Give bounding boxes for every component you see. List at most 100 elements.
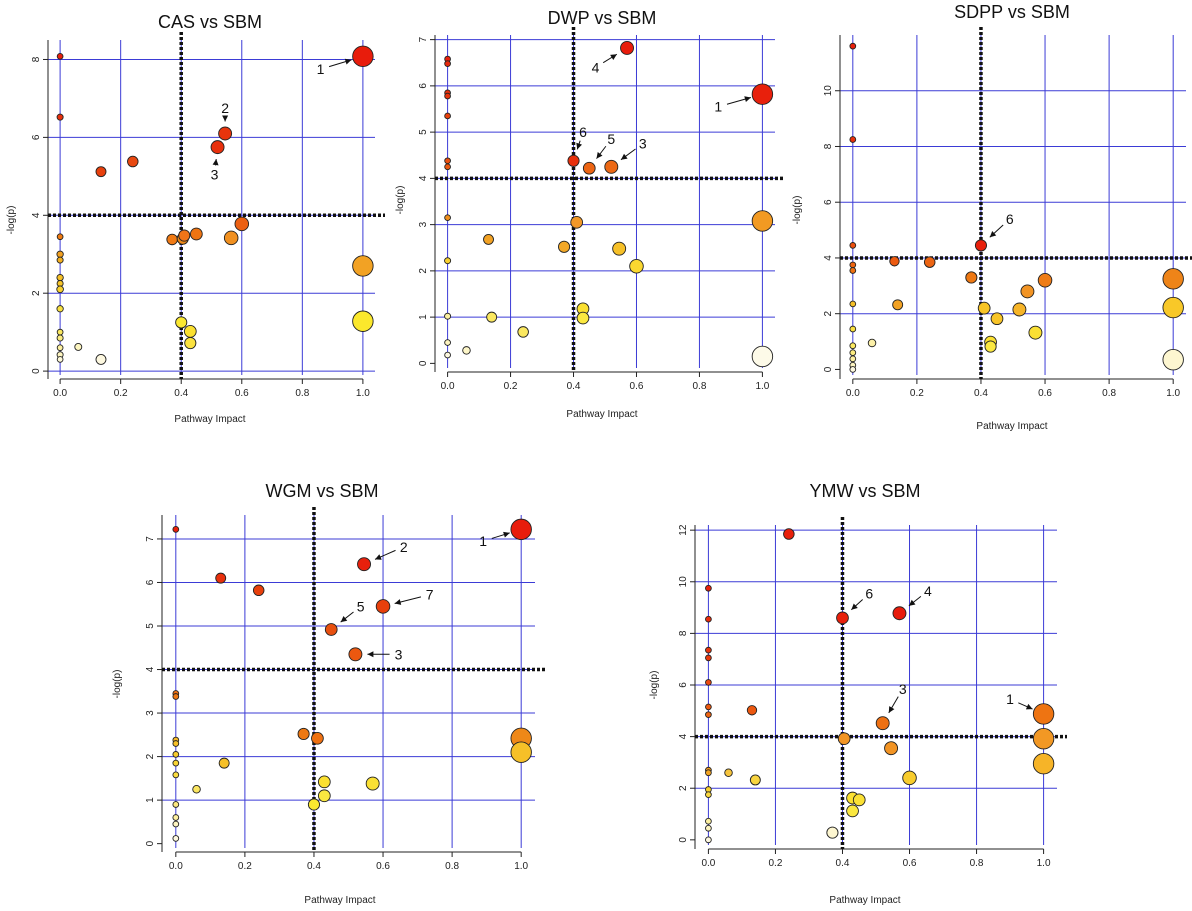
- chart-title: CAS vs SBM: [158, 12, 262, 32]
- annotation-label: 4: [592, 59, 600, 75]
- annotation-arrow-head: [596, 152, 603, 159]
- data-point: [1162, 296, 1184, 319]
- x-axis-label: Pathway Impact: [174, 414, 245, 425]
- data-point: [705, 646, 712, 654]
- data-point: [184, 337, 197, 350]
- x-tick-label: 0.6: [630, 381, 644, 392]
- x-tick-label: 0.4: [974, 388, 988, 399]
- data-point: [297, 727, 310, 741]
- panel-ymw: 0.0 0.2 0.4 0.6 0.8 1.0 0 2 4 6 8 10 12 1 3 4 6 YMW vs SB…: [649, 481, 1067, 906]
- data-point: [849, 342, 857, 350]
- x-tick-label: 0.0: [169, 861, 183, 872]
- data-point: [127, 155, 139, 168]
- x-tick-label: 0.8: [295, 388, 309, 399]
- data-point: [849, 136, 857, 143]
- panel-sdpp: 0.0 0.2 0.4 0.6 0.8 1.0 0 2 4 6 8 10 6 SDPP vs SBM Pat…: [792, 2, 1192, 432]
- annotation-arrow-head: [212, 159, 219, 166]
- data-point: [510, 518, 532, 541]
- data-point: [56, 273, 64, 282]
- data-point: [56, 328, 64, 336]
- data-point: [1012, 302, 1027, 317]
- y-tick-label: 0: [678, 837, 689, 843]
- data-point: [444, 339, 451, 346]
- data-point: [444, 60, 451, 68]
- annotation-label: 3: [639, 136, 647, 152]
- data-point: [1032, 703, 1055, 725]
- data-point: [352, 310, 374, 332]
- y-tick-label: 4: [418, 175, 429, 181]
- data-point: [751, 345, 774, 368]
- annotation-label: 4: [924, 583, 932, 599]
- chart-title: DWP vs SBM: [548, 8, 657, 28]
- annotation-arrow-head: [908, 599, 916, 606]
- y-tick-label: 8: [31, 56, 42, 62]
- data-point: [849, 300, 857, 308]
- y-tick-label: 10: [678, 576, 689, 588]
- x-tick-label: 1.0: [356, 388, 370, 399]
- x-tick-label: 0.0: [441, 381, 455, 392]
- y-tick-label: 8: [678, 630, 689, 636]
- x-tick-label: 0.2: [238, 861, 252, 872]
- data-point: [867, 338, 877, 348]
- data-point: [172, 771, 180, 779]
- data-point: [215, 572, 227, 584]
- data-point: [183, 325, 197, 338]
- data-point: [444, 351, 451, 359]
- y-tick-label: 3: [418, 221, 429, 227]
- y-axis-label: -log(p): [112, 670, 123, 699]
- data-point: [705, 791, 712, 799]
- data-point: [483, 233, 494, 245]
- chart-title: WGM vs SBM: [266, 481, 379, 501]
- annotation-label: 6: [865, 585, 873, 601]
- data-point: [724, 768, 733, 777]
- data-point: [965, 271, 978, 284]
- y-tick-label: 2: [678, 785, 689, 791]
- data-point: [172, 526, 180, 533]
- data-point: [365, 776, 380, 791]
- data-point: [705, 824, 712, 832]
- data-point: [444, 92, 451, 100]
- annotation-label: 5: [607, 131, 615, 147]
- annotation-arrow-head: [344, 58, 352, 65]
- annotation-label: 1: [714, 99, 722, 115]
- data-point: [849, 355, 857, 363]
- data-point: [444, 312, 452, 320]
- data-point: [56, 356, 64, 363]
- data-point: [172, 801, 180, 808]
- x-tick-label: 0.4: [836, 858, 850, 869]
- data-point: [749, 774, 761, 786]
- data-point: [846, 804, 859, 818]
- data-point: [836, 611, 849, 625]
- data-point: [746, 705, 758, 716]
- y-tick-label: 10: [823, 85, 834, 97]
- data-point: [705, 769, 712, 777]
- x-tick-label: 0.0: [701, 858, 715, 869]
- annotation-arrow-head: [340, 616, 348, 623]
- data-point: [444, 157, 451, 165]
- data-point: [1162, 348, 1184, 371]
- data-point: [1020, 284, 1035, 299]
- data-point: [837, 732, 851, 746]
- data-point: [210, 140, 225, 155]
- data-point: [889, 256, 900, 267]
- y-tick-label: 6: [31, 134, 42, 140]
- data-point: [517, 326, 529, 338]
- data-point: [705, 703, 712, 711]
- data-point: [849, 325, 857, 333]
- x-tick-label: 1.0: [514, 861, 528, 872]
- data-point: [95, 353, 107, 365]
- y-tick-label: 6: [418, 83, 429, 89]
- y-tick-label: 2: [823, 310, 834, 316]
- data-point: [172, 814, 180, 821]
- data-point: [612, 241, 627, 256]
- y-tick-label: 12: [678, 524, 689, 536]
- data-point: [444, 214, 451, 222]
- y-axis-label: -log(p): [792, 196, 803, 225]
- data-point: [510, 741, 532, 763]
- data-point: [375, 599, 391, 614]
- x-tick-label: 0.2: [504, 381, 518, 392]
- y-tick-label: 0: [31, 368, 42, 374]
- data-point: [884, 741, 899, 756]
- y-tick-label: 3: [145, 710, 156, 716]
- data-point: [172, 693, 180, 700]
